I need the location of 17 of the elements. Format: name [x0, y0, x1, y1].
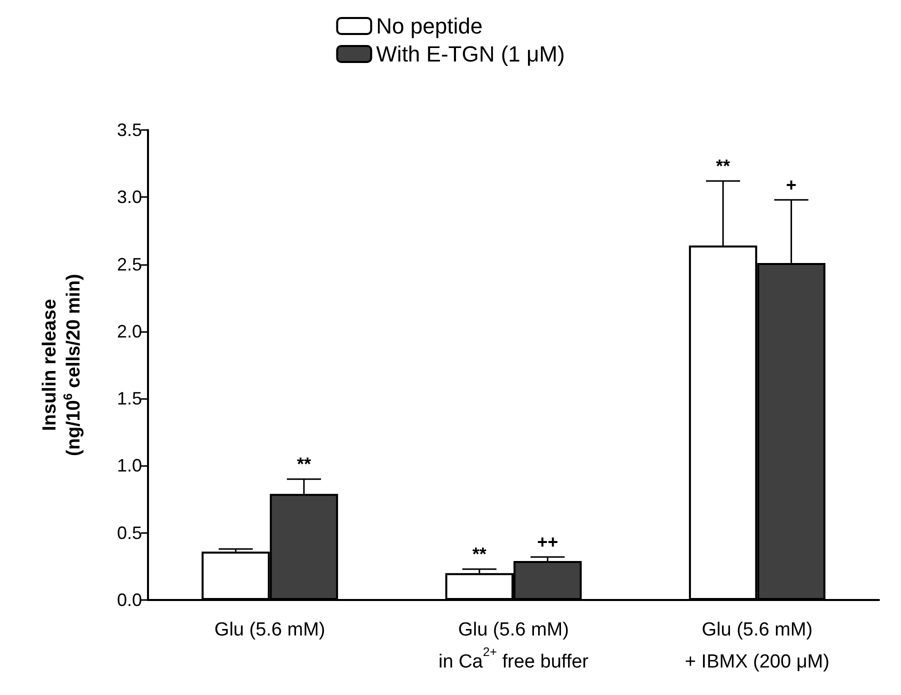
y-tick-label: 3.5 [116, 120, 142, 140]
annotation: ++ [537, 532, 558, 552]
x-tick-label: Glu (5.6 mM) + IBMX (200 μM) [684, 620, 830, 672]
annotation: ** [296, 454, 311, 474]
y-tick-label: 0.0 [116, 590, 142, 610]
y-tick-label: 2.0 [116, 321, 142, 342]
legend-label: No peptide [376, 14, 483, 38]
y-tick-label: 1.0 [116, 456, 142, 476]
annotation: ** [716, 156, 730, 176]
y-tick-label: 1.5 [116, 388, 142, 409]
legend-label: With E-TGN (1 μM) [376, 42, 565, 66]
y-tick-label: 0.5 [116, 522, 142, 543]
annotation: ** [472, 544, 486, 564]
y-tick-label: 3.0 [116, 187, 142, 208]
x-tick-label: Glu (5.6 mM) [214, 620, 326, 640]
annotation: + [786, 174, 797, 195]
y-tick-label: 2.5 [116, 254, 142, 274]
